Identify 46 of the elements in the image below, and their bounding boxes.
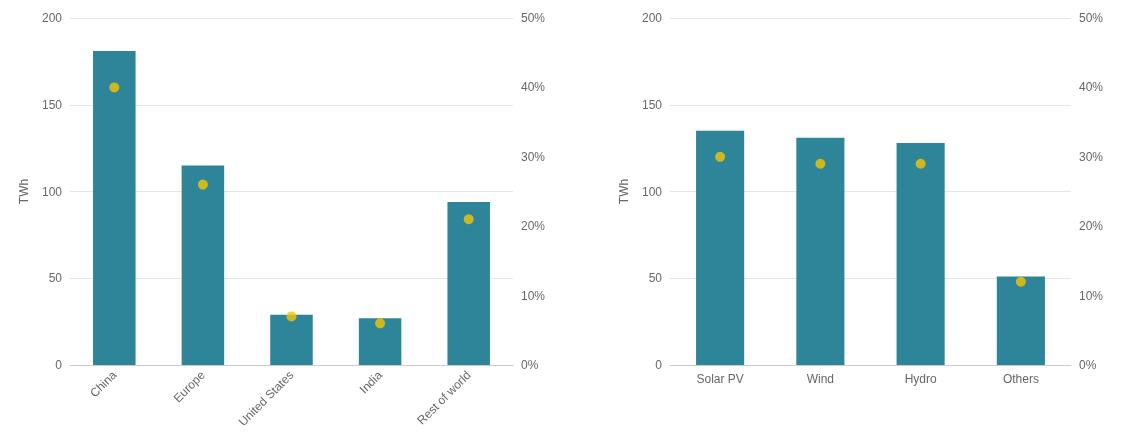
bar bbox=[93, 50, 136, 365]
point bbox=[463, 214, 474, 225]
point bbox=[286, 311, 297, 322]
bar bbox=[270, 314, 313, 365]
x-tick-label: Solar PV bbox=[696, 372, 744, 386]
bar bbox=[181, 165, 225, 365]
x-tick-label: Wind bbox=[806, 372, 835, 386]
point bbox=[715, 151, 726, 162]
y2-tick-label: 30% bbox=[1079, 149, 1104, 164]
y2-tick-label: 50% bbox=[521, 11, 546, 25]
y2-tick-label: 20% bbox=[521, 219, 546, 234]
y-tick-label: 100 bbox=[41, 184, 63, 199]
y-tick-label: 100 bbox=[641, 184, 663, 199]
point bbox=[109, 82, 120, 93]
y2-tick-label: 30% bbox=[521, 149, 546, 164]
point bbox=[375, 318, 386, 329]
y2-tick-label: 20% bbox=[1079, 219, 1104, 234]
point bbox=[197, 179, 208, 190]
y-axis-title: TWh bbox=[17, 178, 31, 205]
point bbox=[915, 158, 926, 169]
y-tick-label: 50 bbox=[48, 271, 63, 286]
y2-tick-label: 0% bbox=[521, 358, 539, 372]
y-tick-label: 50 bbox=[648, 271, 663, 286]
y-tick-label: 200 bbox=[41, 11, 63, 25]
point bbox=[1015, 276, 1026, 287]
bar bbox=[358, 318, 402, 365]
y-tick-label: 150 bbox=[641, 97, 663, 112]
y2-tick-label: 40% bbox=[1079, 80, 1104, 95]
bar bbox=[696, 130, 745, 365]
y2-tick-label: 0% bbox=[1079, 358, 1097, 372]
bar bbox=[896, 142, 945, 365]
y2-tick-label: 50% bbox=[1079, 11, 1104, 25]
y-tick-label: 200 bbox=[641, 11, 663, 25]
bar bbox=[996, 276, 1045, 365]
x-tick-label: Hydro bbox=[904, 372, 937, 386]
bar bbox=[447, 201, 490, 365]
y-axis-title: TWh bbox=[617, 178, 631, 205]
y2-tick-label: 40% bbox=[521, 80, 546, 95]
point bbox=[815, 158, 826, 169]
y2-tick-label: 10% bbox=[521, 288, 546, 303]
y2-tick-label: 10% bbox=[1079, 288, 1104, 303]
x-tick-label: Others bbox=[1002, 372, 1039, 386]
y-tick-label: 0 bbox=[655, 358, 663, 372]
y-tick-label: 150 bbox=[41, 97, 63, 112]
bar bbox=[796, 137, 845, 365]
y-tick-label: 0 bbox=[55, 358, 63, 372]
